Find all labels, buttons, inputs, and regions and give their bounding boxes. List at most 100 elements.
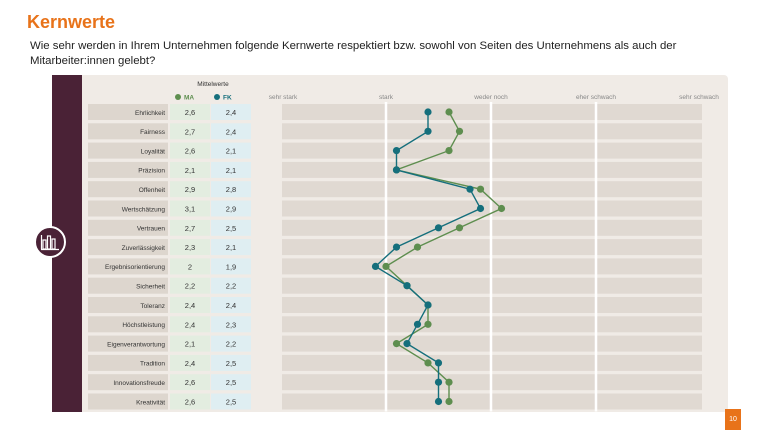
- ma-value-cell: [170, 181, 210, 198]
- ma-value-cell: [170, 297, 210, 313]
- fk-value-cell: [211, 142, 251, 159]
- data-point-ma: [445, 147, 453, 155]
- data-point-fk: [476, 204, 485, 213]
- data-point-ma: [413, 243, 422, 251]
- category-label: Eigenverantwortung: [107, 341, 165, 348]
- data-point-fk: [434, 378, 443, 386]
- page-number: 10: [725, 409, 741, 430]
- scale-label: stark: [379, 94, 394, 101]
- category-cell: [88, 374, 168, 391]
- ma-value-cell: [170, 161, 210, 178]
- fk-value-cell: [211, 374, 251, 391]
- fk-value-cell: [211, 104, 251, 120]
- legend-label-ma: MA: [184, 95, 194, 102]
- ma-value: 2,7: [185, 127, 195, 136]
- ma-value: 2,7: [185, 224, 195, 233]
- data-point-ma: [392, 340, 401, 348]
- mittelwerte-label: Mittelwerte: [197, 81, 229, 88]
- ma-value: 2,1: [185, 340, 195, 349]
- ma-value-cell: [170, 123, 210, 140]
- fk-value-cell: [211, 161, 251, 178]
- fk-value: 2,1: [226, 147, 236, 156]
- data-point-ma: [382, 262, 390, 270]
- category-cell: [88, 316, 168, 333]
- data-point-fk: [403, 340, 411, 348]
- fk-value-cell: [211, 258, 251, 275]
- fk-value: 2,8: [226, 185, 236, 194]
- category-label: Kreativität: [136, 399, 165, 406]
- scale-label: eher schwach: [576, 94, 616, 101]
- data-point-fk: [424, 127, 432, 135]
- fk-value: 2,4: [226, 108, 236, 117]
- data-point-ma: [476, 185, 485, 193]
- data-point-fk: [392, 147, 401, 155]
- fk-value-cell: [211, 393, 251, 410]
- category-cell: [88, 200, 168, 217]
- ma-value-cell: [170, 142, 210, 159]
- data-point-fk: [434, 224, 443, 232]
- fk-value-cell: [211, 200, 251, 217]
- category-cell: [88, 161, 168, 178]
- data-point-fk: [392, 166, 401, 174]
- category-cell: [88, 219, 168, 236]
- data-point-fk: [392, 243, 401, 251]
- ma-value-cell: [170, 316, 210, 333]
- ma-value: 2,6: [185, 378, 195, 387]
- series-line-ma: [384, 111, 503, 402]
- fk-value: 2,3: [226, 320, 236, 329]
- ma-value-cell: [170, 335, 210, 352]
- ma-value-cell: [170, 354, 210, 371]
- ma-value-cell: [170, 393, 210, 410]
- ma-value: 2,9: [185, 185, 195, 194]
- fk-value: 2,5: [226, 359, 236, 368]
- ma-value-cell: [170, 258, 210, 275]
- category-cell: [88, 239, 168, 256]
- category-cell: [88, 181, 168, 198]
- data-point-fk: [424, 108, 432, 116]
- category-cell: [88, 335, 168, 352]
- ma-value: 2,6: [185, 147, 195, 156]
- category-label: Ehrlichkeit: [135, 110, 165, 117]
- legend-label-fk: FK: [223, 95, 232, 102]
- category-cell: [88, 277, 168, 294]
- category-label: Fairness: [140, 129, 166, 136]
- fk-value: 2,4: [226, 301, 236, 310]
- category-label: Präzision: [138, 168, 165, 175]
- fk-value-cell: [211, 123, 251, 140]
- bar-chart-icon: [34, 226, 66, 258]
- ma-value-cell: [170, 239, 210, 256]
- ma-value-cell: [170, 277, 210, 294]
- data-point-ma: [424, 320, 432, 328]
- ma-value: 2: [188, 262, 192, 271]
- legend-marker-ma: [175, 94, 181, 100]
- fk-value-cell: [211, 239, 251, 256]
- fk-value: 2,5: [226, 398, 236, 407]
- data-point-fk: [413, 320, 422, 328]
- category-label: Sicherheit: [136, 284, 165, 291]
- category-cell: [88, 354, 168, 371]
- fk-value: 2,1: [226, 243, 236, 252]
- fk-value: 2,2: [226, 282, 236, 291]
- category-label: Zuverlässigkeit: [122, 245, 166, 252]
- ma-value: 2,2: [185, 282, 195, 291]
- category-label: Vertrauen: [137, 226, 166, 233]
- category-label: Offenheit: [139, 187, 165, 194]
- category-label: Toleranz: [140, 303, 165, 310]
- ma-value: 2,6: [185, 398, 195, 407]
- scale-label: weder noch: [473, 94, 508, 101]
- fk-value-cell: [211, 354, 251, 371]
- category-label: Wertschätzung: [122, 206, 166, 213]
- fk-value: 1,9: [226, 262, 236, 271]
- data-point-fk: [434, 359, 443, 367]
- category-label: Loyalität: [141, 148, 165, 155]
- fk-value: 2,5: [226, 378, 236, 387]
- fk-value-cell: [211, 335, 251, 352]
- category-cell: [88, 142, 168, 159]
- data-point-ma: [455, 224, 464, 232]
- data-point-ma: [445, 378, 453, 386]
- fk-value-cell: [211, 277, 251, 294]
- fk-value: 2,9: [226, 205, 236, 214]
- fk-value-cell: [211, 297, 251, 313]
- ma-value: 2,4: [185, 320, 195, 329]
- category-cell: [88, 123, 168, 140]
